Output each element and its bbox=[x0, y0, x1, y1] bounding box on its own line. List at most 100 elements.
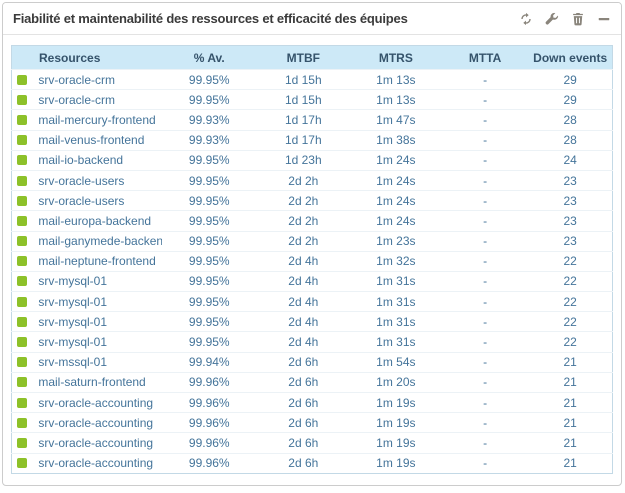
resource-name-link[interactable]: srv-oracle-users bbox=[38, 173, 125, 188]
resource-cell: srv-mysql-01 bbox=[11, 311, 162, 332]
availability-cell: 99.93% bbox=[161, 109, 257, 131]
mtta-cell: - bbox=[441, 331, 529, 353]
resource-cell: mail-mercury-frontend bbox=[11, 109, 162, 131]
minimize-button[interactable] bbox=[596, 11, 611, 27]
column-header-resources[interactable]: Resources bbox=[11, 45, 162, 70]
availability-cell: 99.95% bbox=[161, 169, 257, 191]
availability-cell: 99.96% bbox=[161, 452, 257, 474]
resource-name-link[interactable]: srv-oracle-accounting bbox=[38, 456, 154, 471]
status-ok-icon bbox=[17, 114, 27, 125]
column-header-mtrs[interactable]: MTRS bbox=[349, 45, 442, 70]
table-row: srv-mssql-01 99.94% 2d 6h 1m 54s - 21 bbox=[11, 351, 613, 373]
availability-cell: 99.95% bbox=[161, 331, 257, 353]
resource-name-link[interactable]: srv-mysql-01 bbox=[38, 294, 108, 309]
mtrs-cell: 1m 19s bbox=[349, 432, 442, 454]
resource-name-link[interactable]: srv-oracle-accounting bbox=[38, 415, 154, 430]
status-ok-icon bbox=[17, 337, 27, 348]
mtta-cell: - bbox=[441, 149, 529, 171]
resource-cell: srv-oracle-users bbox=[11, 169, 162, 191]
mtrs-cell: 1m 47s bbox=[349, 109, 442, 131]
status-ok-icon bbox=[17, 155, 27, 166]
availability-cell: 99.95% bbox=[161, 311, 257, 332]
resource-name-link[interactable]: mail-neptune-frontend bbox=[38, 254, 156, 269]
table-row: mail-europa-backend 99.95% 2d 2h 1m 24s … bbox=[11, 210, 613, 231]
resource-name-link[interactable]: srv-mysql-01 bbox=[38, 314, 108, 329]
down-events-cell: 21 bbox=[528, 432, 613, 454]
mtbf-cell: 2d 2h bbox=[256, 190, 350, 211]
availability-cell: 99.96% bbox=[161, 432, 257, 454]
mtrs-cell: 1m 31s bbox=[349, 331, 442, 353]
table-row: mail-ganymede-backend 99.95% 2d 2h 1m 23… bbox=[11, 230, 613, 252]
mtrs-cell: 1m 32s bbox=[349, 250, 442, 272]
resource-name-link[interactable]: mail-europa-backend bbox=[38, 213, 152, 228]
status-ok-icon bbox=[17, 296, 27, 307]
mtbf-cell: 2d 4h bbox=[256, 291, 350, 312]
column-header-mtta[interactable]: MTTA bbox=[441, 45, 529, 70]
resource-name-link[interactable]: srv-oracle-crm bbox=[38, 72, 116, 87]
trash-icon bbox=[572, 12, 583, 25]
mtbf-cell: 2d 4h bbox=[256, 311, 350, 332]
status-ok-icon bbox=[17, 458, 27, 469]
mtta-cell: - bbox=[441, 190, 529, 211]
mtta-cell: - bbox=[441, 452, 529, 474]
resource-name-link[interactable]: srv-oracle-users bbox=[38, 193, 125, 208]
mtta-cell: - bbox=[441, 210, 529, 231]
down-events-cell: 23 bbox=[528, 230, 613, 252]
widget-content: Resources % Av. MTBF MTRS MTTA Down even… bbox=[3, 35, 621, 474]
mtrs-cell: 1m 24s bbox=[349, 169, 442, 191]
resource-name-link[interactable]: srv-mysql-01 bbox=[38, 335, 108, 350]
down-events-cell: 28 bbox=[528, 129, 613, 151]
mtbf-cell: 2d 6h bbox=[256, 432, 350, 454]
table-row: srv-oracle-accounting 99.96% 2d 6h 1m 19… bbox=[11, 412, 613, 433]
resource-name-link[interactable]: srv-mssql-01 bbox=[38, 355, 108, 370]
settings-button[interactable] bbox=[544, 11, 559, 27]
resource-name-link[interactable]: srv-oracle-accounting bbox=[38, 435, 154, 450]
mtbf-cell: 2d 6h bbox=[256, 452, 350, 474]
mtrs-cell: 1m 13s bbox=[349, 68, 442, 90]
mtta-cell: - bbox=[441, 169, 529, 191]
mtrs-cell: 1m 24s bbox=[349, 190, 442, 211]
resource-name-link[interactable]: mail-venus-frontend bbox=[38, 133, 145, 148]
down-events-cell: 28 bbox=[528, 109, 613, 131]
status-ok-icon bbox=[17, 417, 27, 428]
resource-name-link[interactable]: srv-mysql-01 bbox=[38, 274, 108, 289]
resource-cell: srv-mysql-01 bbox=[11, 270, 162, 292]
resource-name-link[interactable]: srv-oracle-crm bbox=[38, 92, 116, 107]
resource-cell: srv-oracle-accounting bbox=[11, 432, 162, 454]
refresh-button[interactable] bbox=[518, 11, 533, 27]
column-header-mtbf[interactable]: MTBF bbox=[256, 45, 350, 70]
mtbf-cell: 1d 17h bbox=[256, 109, 350, 131]
column-header-availability[interactable]: % Av. bbox=[161, 45, 257, 70]
availability-cell: 99.95% bbox=[161, 230, 257, 252]
resource-name-link[interactable]: mail-mercury-frontend bbox=[38, 112, 156, 127]
column-header-down-events[interactable]: Down events bbox=[528, 45, 613, 70]
status-ok-icon bbox=[17, 74, 27, 85]
mtta-cell: - bbox=[441, 250, 529, 272]
availability-cell: 99.94% bbox=[161, 351, 257, 373]
mtbf-cell: 2d 2h bbox=[256, 210, 350, 231]
resource-name-link[interactable]: srv-oracle-accounting bbox=[38, 395, 154, 410]
table-row: srv-oracle-users 99.95% 2d 2h 1m 24s - 2… bbox=[11, 169, 613, 191]
down-events-cell: 22 bbox=[528, 311, 613, 332]
down-events-cell: 21 bbox=[528, 412, 613, 433]
delete-button[interactable] bbox=[570, 11, 585, 27]
resource-name-link[interactable]: mail-io-backend bbox=[38, 153, 124, 168]
availability-cell: 99.95% bbox=[161, 149, 257, 171]
down-events-cell: 22 bbox=[528, 331, 613, 353]
resource-name-link[interactable]: mail-ganymede-backend bbox=[38, 234, 162, 249]
mtbf-cell: 1d 23h bbox=[256, 149, 350, 171]
table-row: srv-oracle-users 99.95% 2d 2h 1m 24s - 2… bbox=[11, 190, 613, 211]
table-row: mail-saturn-frontend 99.96% 2d 6h 1m 20s… bbox=[11, 371, 613, 393]
mtta-cell: - bbox=[441, 412, 529, 433]
down-events-cell: 29 bbox=[528, 89, 613, 110]
mtrs-cell: 1m 20s bbox=[349, 371, 442, 393]
mtta-cell: - bbox=[441, 230, 529, 252]
down-events-cell: 23 bbox=[528, 210, 613, 231]
table-row: srv-mysql-01 99.95% 2d 4h 1m 31s - 22 bbox=[11, 311, 613, 332]
mtta-cell: - bbox=[441, 311, 529, 332]
down-events-cell: 21 bbox=[528, 351, 613, 373]
mtrs-cell: 1m 19s bbox=[349, 412, 442, 433]
availability-cell: 99.95% bbox=[161, 68, 257, 90]
resource-name-link[interactable]: mail-saturn-frontend bbox=[38, 375, 146, 390]
down-events-cell: 22 bbox=[528, 270, 613, 292]
